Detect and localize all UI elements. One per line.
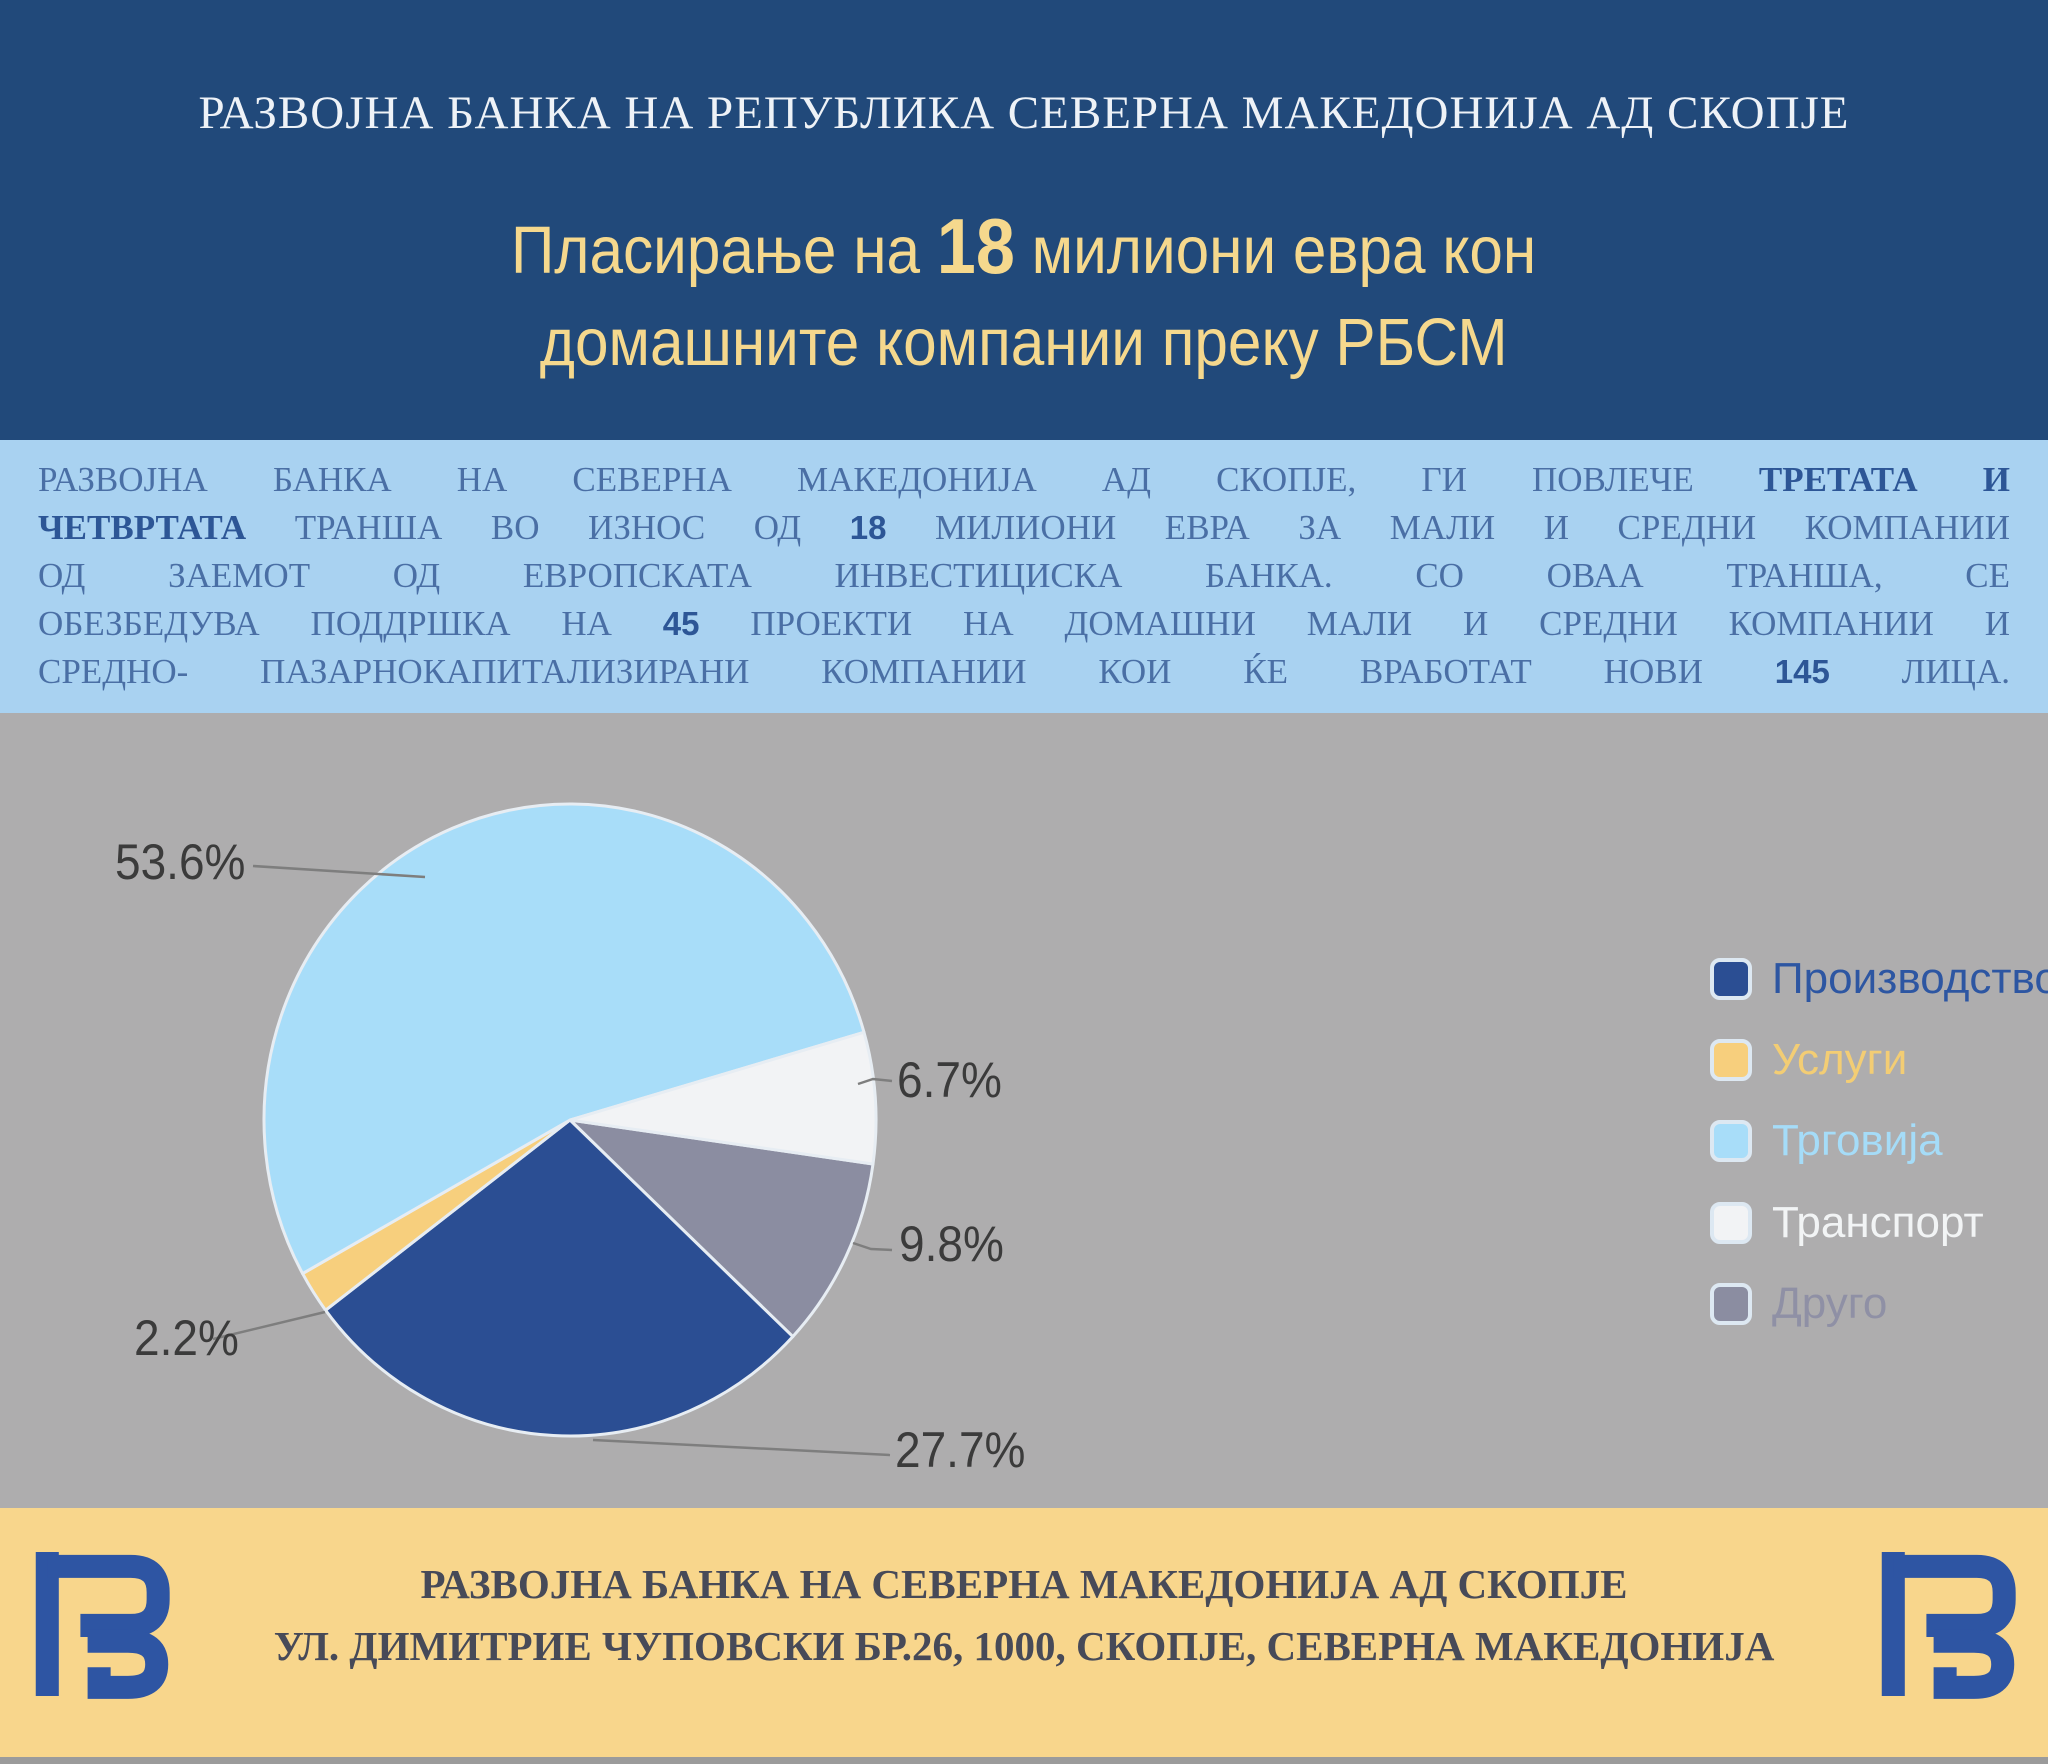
pie-slice-3 — [568, 1030, 878, 1166]
legend-label-drugo: Друго — [1772, 1279, 1888, 1328]
pct-label-proizvodstvo: 27.7% — [895, 1422, 1026, 1478]
legend-item-proizvodstvo: Производство — [1710, 954, 2048, 1004]
bank-logo-icon — [35, 1552, 170, 1699]
logo-lower-bowl — [87, 1629, 169, 1699]
logo-lower-bowl — [1933, 1629, 2015, 1699]
pie-slice-0 — [324, 1118, 795, 1438]
intro-line-1: РАЗВОЈНА БАНКА НА СЕВЕРНА МАКЕДОНИЈА АД … — [38, 460, 2010, 499]
title-line-1: Пласирање на 18 милиони евра кон — [511, 200, 1536, 297]
bank-name-heading: РАЗВОЈНА БАНКА НА РЕПУБЛИКА СЕВЕРНА МАКЕ… — [198, 87, 1850, 139]
pie-chart-svg — [262, 802, 878, 1438]
title-line-2: домашните компании преку РБСМ — [540, 305, 1508, 380]
pie-slice-2 — [262, 802, 866, 1276]
legend-label-transport: Транспорт — [1772, 1198, 1984, 1247]
intro-paragraph: РАЗВОЈНА БАНКА НА СЕВЕРНА МАКЕДОНИЈА АД … — [38, 456, 2010, 696]
intro-line-4: ОБЕЗБЕДУВА ПОДДРШКА НА 45 ПРОЕКТИ НА ДОМ… — [38, 604, 2010, 643]
legend-swatch-uslugi — [1710, 1039, 1752, 1081]
title-line1-pre: Пласирање на — [511, 213, 938, 288]
leader-line-proizvodstvo — [592, 1438, 891, 1457]
pie-slice-4 — [568, 1118, 875, 1339]
intro-line-3: ОД ЗАЕМОТ ОД ЕВРОПСКАТА ИНВЕСТИЦИСКА БАН… — [38, 556, 2010, 595]
pie-chart — [260, 800, 880, 1440]
bank-logo-icon — [1881, 1552, 2016, 1699]
pct-label-drugo: 9.8% — [899, 1216, 1004, 1272]
footer-address: УЛ. ДИМИТРИЕ ЧУПОВСКИ БР.26, 1000, СКОПЈ… — [273, 1623, 1775, 1669]
legend-label-proizvodstvo: Производство — [1772, 954, 2048, 1003]
legend-swatch-trgovija — [1710, 1120, 1752, 1162]
intro-line-2: ЧЕТВРТАТА ТРАНША ВО ИЗНОС ОД 18 МИЛИОНИ … — [38, 508, 2010, 547]
legend-item-transport: Транспорт — [1710, 1198, 1984, 1248]
page-title: Пласирање на 18 милиони евра кон домашни… — [0, 200, 2048, 389]
title-line1-post: милиони евра кон — [1015, 213, 1537, 288]
legend-swatch-proizvodstvo — [1710, 958, 1752, 1000]
legend-label-uslugi: Услуги — [1772, 1035, 1908, 1084]
bottom-edge-strip — [0, 1757, 2048, 1764]
pct-label-transport: 6.7% — [897, 1052, 1002, 1108]
legend-item-uslugi: Услуги — [1710, 1035, 1907, 1085]
legend-swatch-drugo — [1710, 1283, 1752, 1325]
logo-upper-bowl — [1893, 1554, 2016, 1637]
header-banner: РАЗВОЈНА БАНКА НА РЕПУБЛИКА СЕВЕРНА МАКЕ… — [0, 0, 2048, 440]
legend-item-drugo: Друго — [1710, 1279, 1887, 1329]
footer-bank-name: РАЗВОЈНА БАНКА НА СЕВЕРНА МАКЕДОНИЈА АД … — [420, 1561, 1628, 1607]
title-amount: 18 — [937, 202, 1016, 290]
intro-line-5: СРЕДНО- ПАЗАРНОКАПИТАЛИЗИРАНИ КОМПАНИИ К… — [38, 652, 2010, 691]
legend-item-trgovija: Трговија — [1710, 1116, 1943, 1166]
pct-label-uslugi: 2.2% — [134, 1310, 239, 1366]
footer-banner: РАЗВОЈНА БАНКА НА СЕВЕРНА МАКЕДОНИЈА АД … — [0, 1508, 2048, 1764]
pct-label-trgovija: 53.6% — [115, 834, 246, 890]
legend-label-trgovija: Трговија — [1772, 1116, 1943, 1165]
logo-upper-bowl — [47, 1554, 170, 1637]
legend-swatch-transport — [1710, 1202, 1752, 1244]
intro-band: РАЗВОЈНА БАНКА НА СЕВЕРНА МАКЕДОНИЈА АД … — [0, 440, 2048, 713]
chart-section: 53.6% 6.7% 9.8% 2.2% 27.7% Производство … — [0, 713, 2048, 1508]
